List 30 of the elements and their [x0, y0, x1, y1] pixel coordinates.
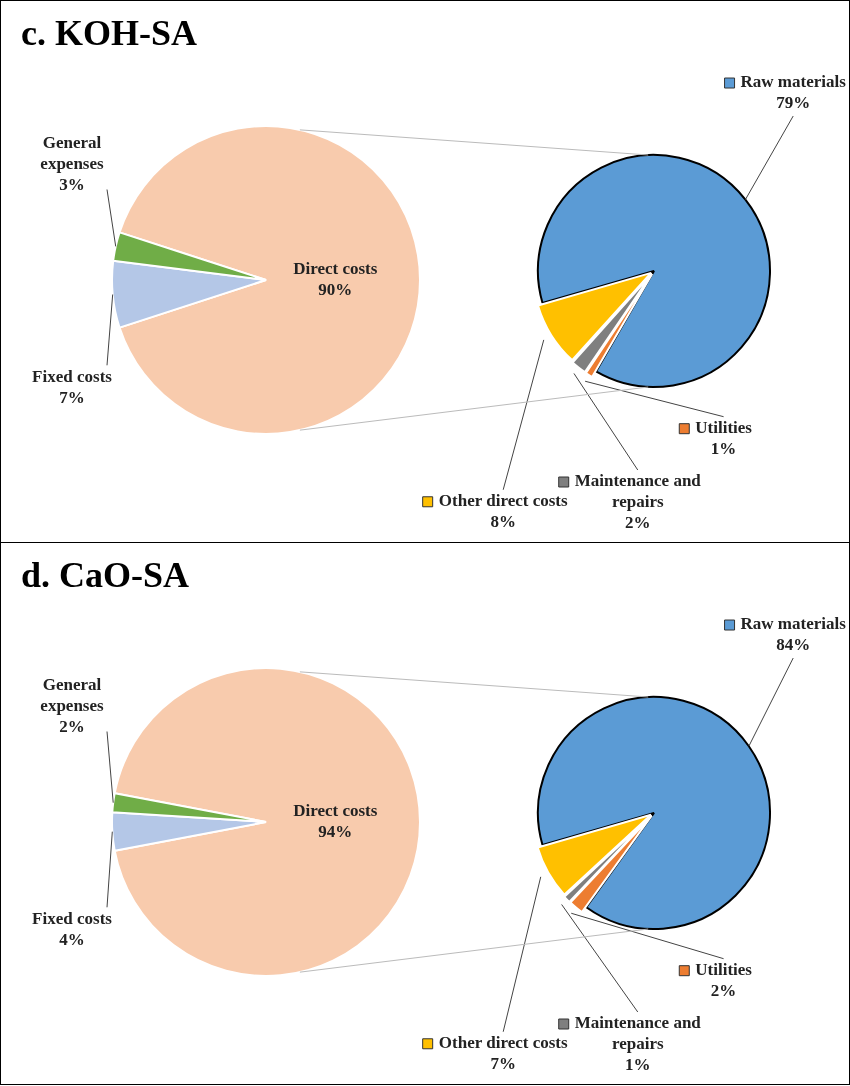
data-label: 90% [318, 279, 353, 299]
data-label: 84% [776, 635, 811, 655]
data-label: 2% [625, 513, 651, 533]
legend-label: Maintenance and repairs [574, 1013, 702, 1054]
data-label: 1% [710, 439, 737, 459]
slice-label: General expenses [40, 132, 105, 173]
legend-label: Utilities [695, 960, 753, 980]
slice-label: Direct costs [293, 258, 378, 278]
data-label: 4% [59, 929, 85, 949]
slice-label: Fixed costs [32, 908, 113, 928]
legend-label: Raw materials [740, 72, 847, 92]
legend-label: Utilities [695, 418, 753, 438]
slice-label: Direct costs [293, 800, 378, 820]
legend-label: Raw materials [740, 614, 847, 634]
data-label: 3% [59, 174, 85, 194]
data-label: 2% [710, 981, 737, 1001]
data-label: 8% [490, 512, 516, 532]
legend-label: Other direct costs [438, 1033, 568, 1053]
slice-label: General expenses [40, 674, 105, 715]
data-label: 79% [776, 93, 811, 113]
chart-title: c. KOH-SA [21, 13, 197, 53]
slice-label: Fixed costs [32, 366, 113, 386]
data-label: 94% [318, 821, 353, 841]
data-label: 7% [59, 387, 85, 407]
legend-label: Maintenance and repairs [574, 471, 702, 512]
data-label: 7% [490, 1054, 516, 1074]
data-label: 2% [59, 716, 85, 736]
data-label: 1% [625, 1055, 651, 1075]
legend-label: Other direct costs [438, 491, 568, 511]
chart-title: d. CaO-SA [21, 555, 190, 595]
